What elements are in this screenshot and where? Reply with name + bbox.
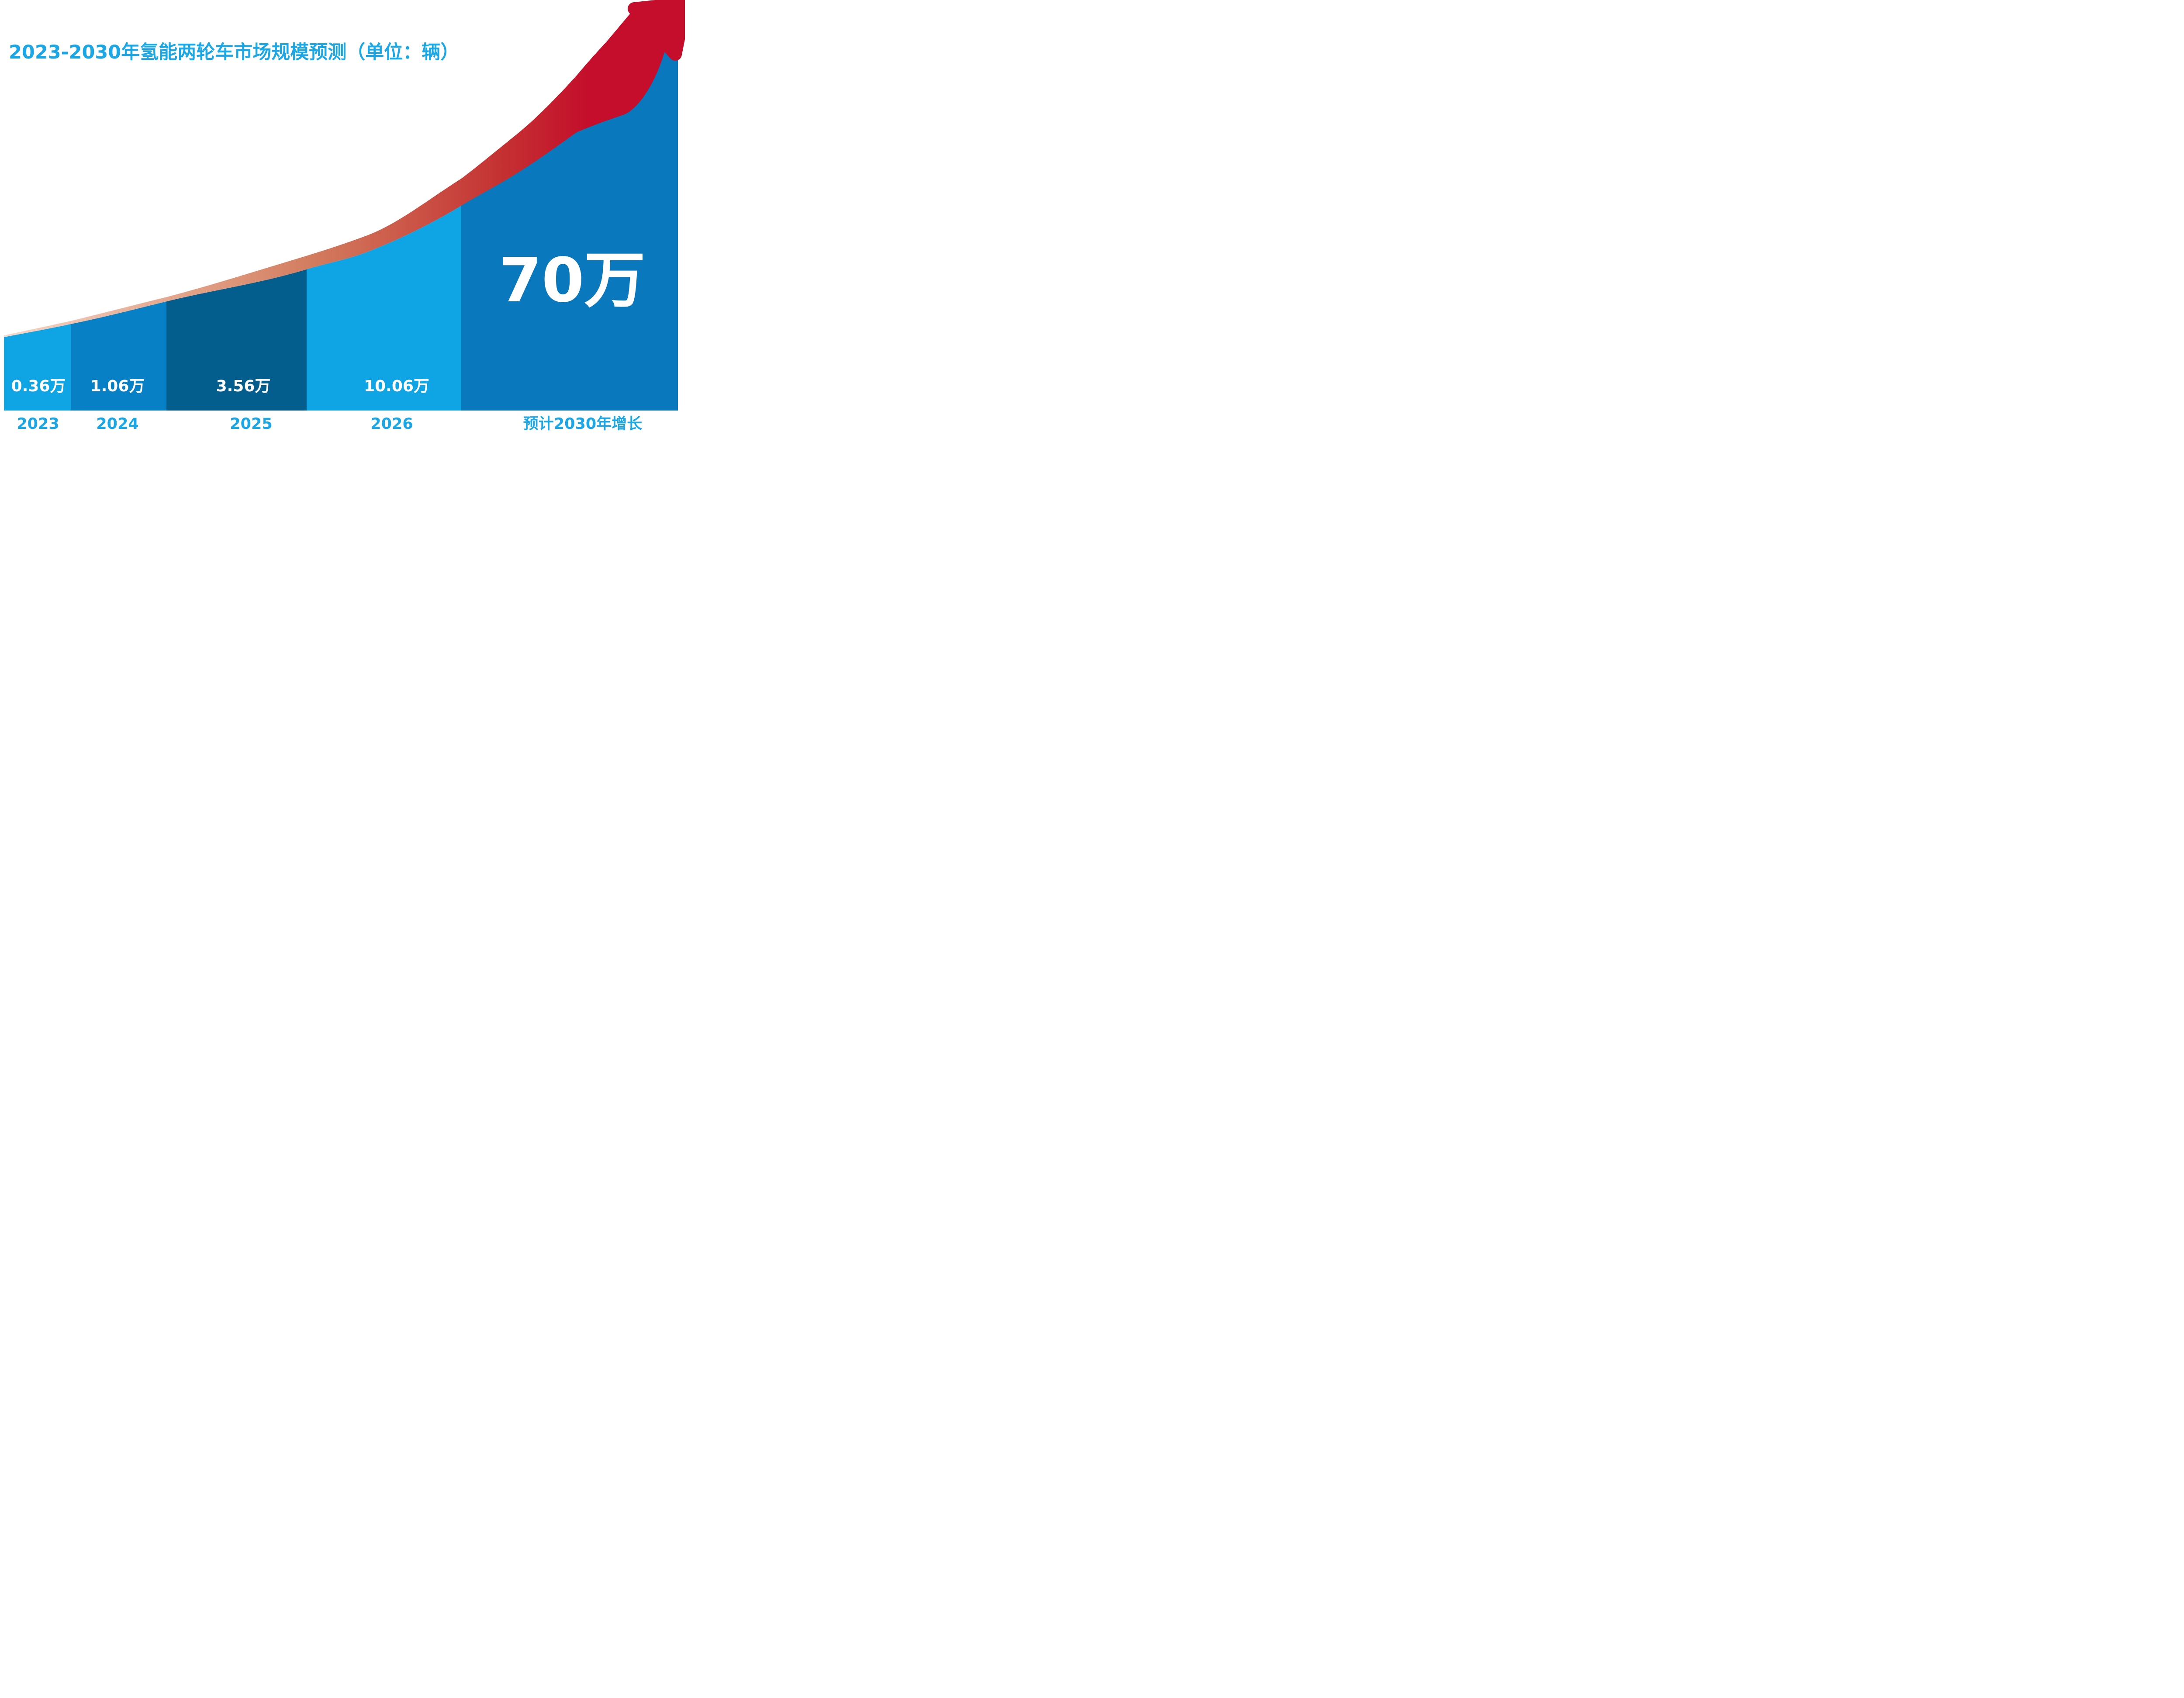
bar-2023	[4, 48, 71, 411]
market-forecast-infographic: 2023-2030年氢能两轮车市场规模预测（单位：辆） 0.36万 1.06万 …	[0, 0, 685, 435]
value-label-2024: 1.06万	[90, 377, 145, 395]
market-forecast-chart: 2023-2030年氢能两轮车市场规模预测（单位：辆） 0.36万 1.06万 …	[4, 0, 685, 433]
axis-label-2025: 2025	[230, 415, 272, 433]
value-label-2025: 3.56万	[216, 377, 271, 395]
axis-label-2026: 2026	[370, 415, 413, 433]
axis-label-2023: 2023	[17, 415, 59, 433]
axis-label-2030-forecast: 预计2030年增长	[523, 415, 642, 433]
growth-arrow-head-icon	[628, 0, 685, 61]
bar-2024	[71, 48, 166, 411]
value-label-2030-forecast: 70万	[499, 245, 646, 316]
chart-title: 2023-2030年氢能两轮车市场规模预测（单位：辆）	[9, 41, 459, 63]
value-label-2026: 10.06万	[364, 377, 429, 395]
bar-2025	[166, 48, 307, 411]
value-label-2023: 0.36万	[11, 377, 66, 395]
growth-arrow-shaft	[4, 9, 675, 337]
axis-label-2024: 2024	[96, 415, 138, 433]
